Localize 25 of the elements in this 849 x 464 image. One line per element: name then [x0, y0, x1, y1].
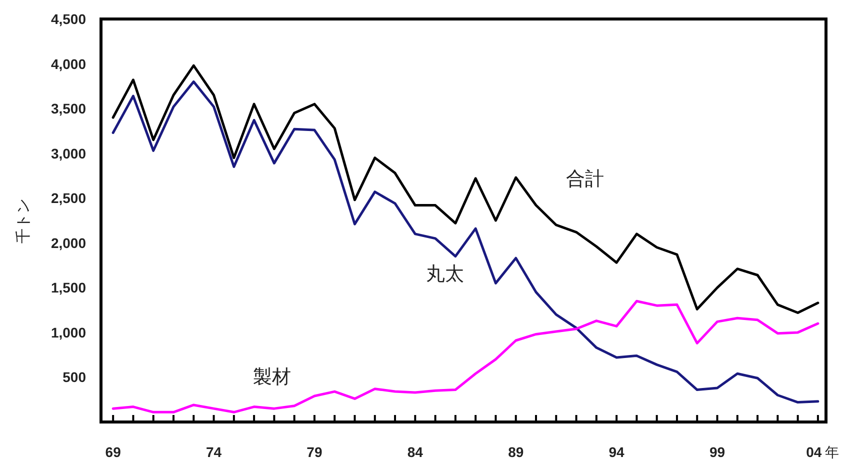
- y-axis-title: 千トン: [15, 198, 32, 244]
- x-tick-label: 69: [105, 444, 122, 460]
- x-tick-label: 04: [806, 444, 822, 460]
- y-tick-label: 4,000: [50, 56, 86, 72]
- y-tick-label: 1,000: [50, 324, 86, 340]
- x-tick-label: 99: [709, 444, 726, 460]
- x-tick-label: 94: [608, 444, 625, 460]
- y-tick-label: 1,500: [50, 280, 86, 296]
- x-tick-label: 74: [206, 444, 222, 460]
- x-tick-label: 79: [306, 444, 322, 460]
- line-series: [112, 300, 820, 414]
- series-label: 合計: [566, 169, 604, 190]
- y-tick-label: 500: [62, 369, 86, 386]
- x-tick-label: 84: [407, 444, 424, 460]
- x-axis-title: 年: [825, 444, 839, 460]
- y-tick-label: 3,000: [50, 145, 86, 162]
- line-series: [112, 80, 820, 404]
- y-tick-label: 2,000: [50, 234, 86, 251]
- y-tick-label: 3,500: [50, 100, 86, 117]
- series-label: 製材: [253, 367, 291, 388]
- y-tick-label: 2,500: [50, 190, 86, 206]
- x-tick-label: 89: [508, 444, 524, 460]
- y-tick-label: 4,500: [50, 11, 86, 27]
- line-series: [112, 64, 820, 314]
- series-label: 丸太: [426, 264, 464, 285]
